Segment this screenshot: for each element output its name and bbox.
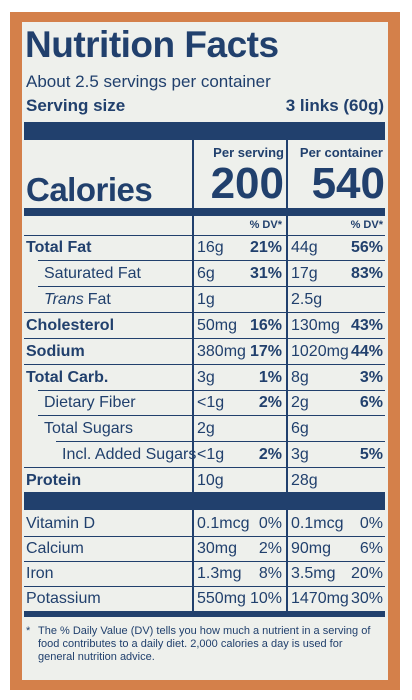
row-rule	[24, 364, 385, 365]
amount: <1g	[197, 394, 225, 412]
medium-rule	[24, 611, 385, 617]
daily-value: 0%	[258, 515, 282, 532]
daily-value: 30%	[350, 590, 383, 607]
daily-value: 6%	[359, 540, 383, 557]
row-rule	[38, 286, 385, 287]
row-rule	[24, 586, 385, 587]
daily-value: 31%	[249, 264, 282, 282]
nutrient-name: Potassium	[26, 590, 101, 607]
daily-value: 0%	[359, 515, 383, 532]
row-rule	[38, 260, 385, 261]
row-rule	[24, 561, 385, 562]
amount: 6g	[291, 420, 309, 438]
amount: 2g	[291, 394, 309, 412]
amount: 44g	[291, 239, 318, 256]
daily-value: 43%	[350, 316, 383, 334]
amount: 3.5mg	[291, 565, 336, 582]
nutrient-name: Total Carb.	[26, 368, 109, 386]
nutrient-name: Calcium	[26, 540, 84, 557]
serving-size-value: 3 links (60g)	[285, 96, 384, 115]
amount: 50mg	[197, 316, 238, 334]
daily-value: 1%	[258, 368, 282, 386]
thick-rule	[24, 122, 385, 140]
daily-value: 3%	[359, 368, 383, 386]
nutrient-name: Saturated Fat	[44, 264, 141, 282]
nutrient-name: Total Sugars	[44, 420, 133, 438]
nutrient-name: Incl. Added Sugars	[62, 446, 197, 464]
daily-value: 6%	[359, 394, 383, 412]
nutrient-name: Fat	[87, 290, 111, 308]
amount: 8g	[291, 368, 309, 386]
amount: 1.3mg	[197, 565, 242, 582]
serving-size-label: Serving size	[26, 96, 126, 115]
title: Nutrition Facts	[25, 24, 279, 65]
daily-value: 56%	[350, 239, 383, 256]
amount: 17g	[291, 264, 318, 282]
amount: 1020mg	[291, 342, 349, 360]
amount: 10g	[197, 472, 224, 490]
nutrient-name: Sodium	[26, 342, 85, 360]
amount: 550mg	[197, 590, 246, 607]
row-rule	[24, 338, 385, 339]
row-rule	[38, 415, 385, 416]
nutrient-name: Total Fat	[26, 239, 92, 256]
calories-value: 540	[311, 159, 385, 208]
footnote-marker: *	[26, 625, 31, 637]
amount: 6g	[197, 264, 215, 282]
daily-value: 16%	[249, 316, 282, 334]
column-header: Per container	[299, 145, 383, 160]
calories-label: Calories	[26, 171, 153, 208]
daily-value: 2%	[258, 540, 282, 557]
amount: <1g	[197, 446, 225, 464]
amount: 16g	[197, 239, 224, 256]
row-rule	[24, 467, 385, 468]
column-rule	[286, 140, 288, 612]
calories-value: 200	[210, 159, 284, 208]
daily-value: 10%	[249, 590, 282, 607]
amount: 1g	[197, 290, 215, 308]
daily-value: 20%	[350, 565, 383, 582]
dv-header: % DV*	[350, 219, 383, 231]
amount: 3g	[291, 446, 309, 464]
daily-value: 2%	[258, 446, 282, 464]
nutrient-name: Vitamin D	[26, 515, 96, 532]
nutrient-name: Dietary Fiber	[44, 394, 136, 412]
thick-rule	[24, 492, 385, 510]
amount: 130mg	[291, 316, 340, 334]
amount: 30mg	[197, 540, 238, 557]
daily-value: 8%	[258, 565, 282, 582]
amount: 2.5g	[291, 290, 323, 308]
amount: 0.1mcg	[197, 515, 250, 532]
daily-value: 17%	[249, 342, 282, 360]
dv-header: % DV*	[249, 219, 282, 231]
footnote: The % Daily Value (DV) tells you how muc…	[38, 625, 371, 664]
daily-value: 21%	[249, 239, 282, 256]
daily-value: 5%	[359, 446, 383, 464]
column-header: Per serving	[213, 145, 284, 160]
column-rule	[192, 140, 194, 612]
amount: 0.1mcg	[291, 515, 344, 532]
servings: About 2.5 servings per container	[26, 72, 271, 91]
daily-value: 83%	[350, 264, 383, 282]
amount: 380mg	[197, 342, 246, 360]
row-rule	[56, 441, 385, 442]
nutrient-name: Trans	[44, 290, 84, 308]
amount: 1470mg	[291, 590, 349, 607]
amount: 3g	[197, 368, 215, 386]
daily-value: 44%	[350, 342, 383, 360]
row-rule	[24, 312, 385, 313]
medium-rule	[24, 208, 385, 216]
nutrient-name: Iron	[26, 565, 54, 582]
row-rule	[24, 235, 385, 236]
row-rule	[24, 536, 385, 537]
amount: 90mg	[291, 540, 332, 557]
nutrient-name: Protein	[26, 472, 82, 490]
amount: 28g	[291, 472, 318, 490]
row-rule	[38, 390, 385, 391]
amount: 2g	[197, 420, 215, 438]
nutrient-name: Cholesterol	[26, 316, 115, 334]
daily-value: 2%	[258, 394, 282, 412]
